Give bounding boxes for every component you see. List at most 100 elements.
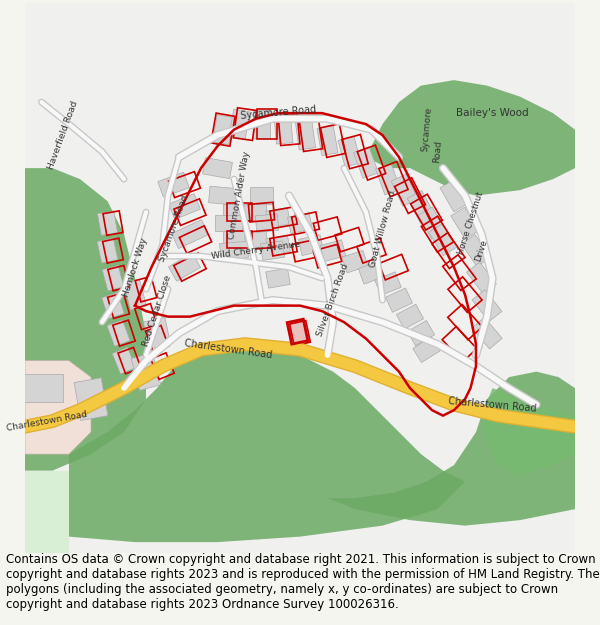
Polygon shape	[25, 471, 69, 553]
Bar	[102, 266, 124, 291]
Bar	[158, 172, 189, 197]
Bar	[244, 203, 268, 221]
Bar	[461, 234, 491, 267]
Text: Hemlock Way: Hemlock Way	[121, 236, 149, 298]
Bar	[102, 292, 124, 319]
Bar	[113, 320, 135, 346]
Bar	[103, 238, 124, 263]
Bar	[251, 188, 272, 204]
Text: Goat Willow Road: Goat Willow Road	[368, 189, 397, 268]
Bar	[169, 253, 200, 281]
Bar	[448, 304, 482, 340]
Bar	[19, 374, 64, 402]
Bar	[287, 319, 308, 344]
Text: 10, WILD CHERRY AVENUE, MANCHESTER, M9 7GL: 10, WILD CHERRY AVENUE, MANCHESTER, M9 7…	[86, 11, 514, 26]
Bar	[124, 279, 146, 310]
Bar	[266, 235, 290, 255]
Bar	[227, 203, 252, 221]
Bar	[203, 158, 232, 179]
Polygon shape	[25, 168, 146, 471]
Bar	[418, 207, 446, 239]
Bar	[103, 211, 123, 236]
Bar	[287, 213, 313, 234]
Text: Sycamore Road: Sycamore Road	[240, 105, 316, 121]
Polygon shape	[328, 372, 575, 526]
Polygon shape	[69, 344, 465, 553]
Bar	[421, 216, 454, 252]
Bar	[253, 111, 270, 138]
Bar	[266, 268, 290, 288]
Bar	[451, 207, 479, 239]
Bar	[442, 326, 477, 362]
Text: Charlestown Road: Charlestown Road	[448, 396, 537, 414]
Text: Wild Cherry Avenue: Wild Cherry Avenue	[211, 240, 301, 261]
Bar	[220, 241, 248, 260]
Bar	[407, 321, 434, 346]
Text: Silver Birch Road: Silver Birch Road	[316, 262, 350, 338]
Bar	[215, 215, 242, 231]
Bar	[313, 217, 342, 241]
Bar	[145, 326, 169, 352]
Bar	[379, 254, 408, 280]
Bar	[379, 161, 408, 197]
Bar	[407, 191, 435, 222]
Bar	[179, 226, 212, 253]
Bar	[472, 318, 502, 349]
Bar	[211, 113, 235, 146]
Bar	[274, 115, 293, 144]
Bar	[395, 177, 425, 214]
Bar	[107, 292, 130, 319]
Bar	[472, 290, 502, 321]
Bar	[376, 163, 400, 195]
Text: Contains OS data © Crown copyright and database right 2021. This information is : Contains OS data © Crown copyright and d…	[6, 553, 600, 611]
Bar	[74, 378, 108, 421]
Bar	[209, 186, 238, 205]
Bar	[320, 240, 346, 261]
Bar	[135, 276, 157, 302]
Polygon shape	[25, 361, 91, 454]
Bar	[174, 253, 206, 281]
Text: Red Cedar Close: Red Cedar Close	[141, 274, 173, 348]
Text: Common Alder Way: Common Alder Way	[227, 151, 251, 241]
Bar	[391, 174, 418, 206]
Bar	[353, 147, 379, 178]
Polygon shape	[482, 388, 575, 476]
Bar	[317, 126, 338, 156]
Bar	[257, 109, 277, 139]
Polygon shape	[366, 80, 575, 196]
Text: Horse Chestnut: Horse Chestnut	[456, 191, 485, 256]
Bar	[118, 348, 141, 374]
Bar	[143, 318, 170, 349]
Bar	[108, 266, 129, 291]
Bar	[295, 121, 316, 150]
Bar	[440, 179, 468, 212]
Bar	[266, 208, 290, 227]
Bar	[107, 320, 130, 346]
Bar	[112, 348, 136, 374]
Bar	[131, 353, 161, 391]
Bar	[278, 114, 300, 146]
Bar	[443, 255, 476, 291]
Bar	[290, 321, 310, 346]
Bar	[338, 136, 361, 167]
Bar	[397, 304, 424, 329]
Bar	[335, 228, 364, 252]
Bar	[429, 224, 457, 256]
Bar	[467, 262, 496, 294]
Bar	[292, 212, 319, 234]
Text: Sycamore: Sycamore	[420, 107, 433, 152]
Text: Haverfield Road: Haverfield Road	[47, 99, 80, 171]
Bar	[299, 119, 323, 151]
Bar	[169, 172, 200, 198]
Text: Sycamore Road: Sycamore Road	[157, 194, 190, 263]
Bar	[227, 231, 252, 248]
Text: Bailey's Wood: Bailey's Wood	[456, 108, 529, 118]
Bar	[320, 124, 346, 158]
Bar	[223, 231, 245, 248]
Bar	[448, 277, 482, 312]
Bar	[270, 207, 297, 229]
Bar	[174, 199, 206, 226]
Bar	[223, 204, 245, 221]
Bar	[229, 109, 250, 139]
Bar	[260, 241, 284, 261]
